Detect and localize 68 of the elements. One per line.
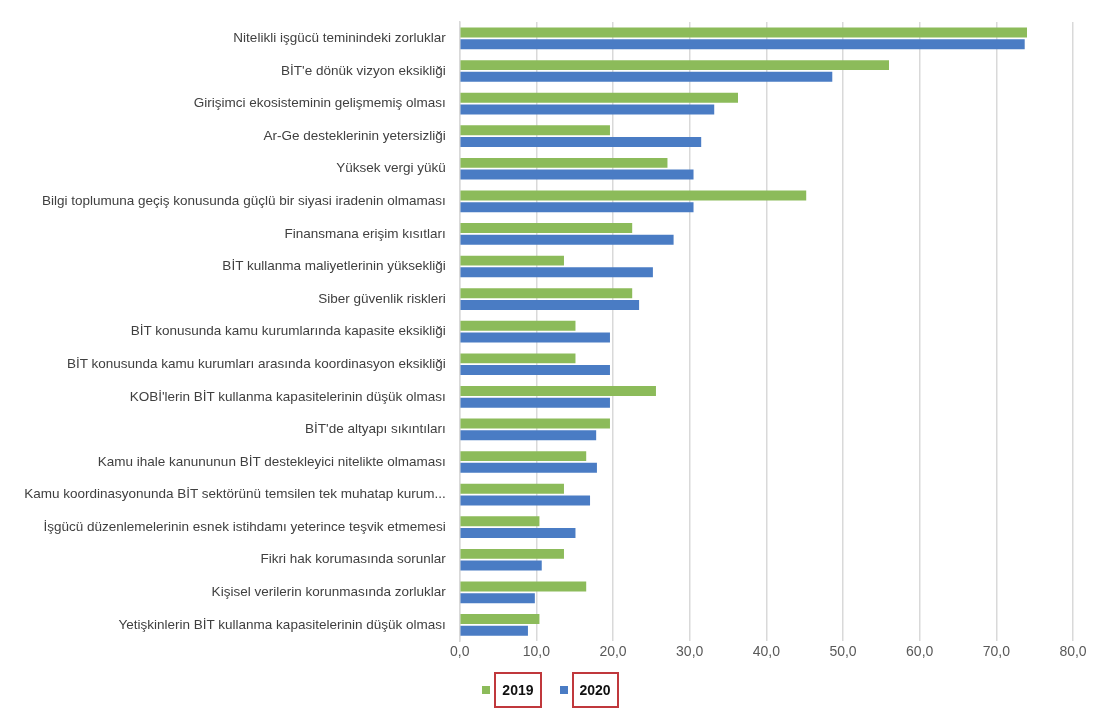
bar (460, 190, 807, 201)
x-tick-label: 30,0 (676, 643, 704, 660)
y-tick-label: Siber güvenlik riskleri (318, 290, 446, 306)
bar (460, 483, 564, 494)
y-tick-label: Yüksek vergi yükü (336, 160, 446, 176)
bar (460, 223, 633, 234)
bar (460, 593, 535, 604)
bar (460, 418, 610, 429)
y-tick-label: Bilgi toplumuna geçiş konusunda güçlü bir siyasi iradenin olmaması (42, 193, 446, 209)
x-tick-label: 80,0 (1059, 643, 1087, 660)
bar (460, 71, 833, 82)
bar (460, 202, 694, 213)
bar (460, 169, 694, 180)
bar (460, 267, 653, 278)
y-tick-label: İşgücü düzenlemelerinin esnek istihdamı yeterince teşvik etmemesi (43, 518, 446, 534)
bar (460, 581, 587, 592)
bar (460, 320, 576, 331)
bar (460, 625, 528, 636)
bar (460, 430, 597, 441)
bar (460, 385, 656, 396)
bar (460, 125, 610, 136)
legend-label: 2020 (571, 672, 619, 708)
y-tick-label: Kişisel verilerin korunmasında zorluklar (211, 584, 447, 600)
bar (460, 39, 1025, 50)
bar (460, 495, 591, 506)
y-tick-label: Kamu ihale kanununun BİT destekleyici nitelikte olmaması (97, 453, 446, 469)
y-tick-label: Girişimci ekosisteminin gelişmemiş olması (193, 95, 446, 111)
y-tick-label: BİT'e dönük vizyon eksikliği (281, 62, 446, 78)
bar (460, 299, 640, 310)
y-tick-label: Nitelikli işgücü teminindeki zorluklar (233, 30, 447, 46)
bar (460, 451, 587, 462)
bar (460, 137, 702, 147)
y-tick-label: BİT'de altyapı sıkıntıları (305, 421, 446, 437)
bar (460, 397, 610, 408)
y-tick-label: Yetişkinlerin BİT kullanma kapasitelerinin düşük olması (118, 616, 446, 632)
bar (460, 462, 597, 473)
x-tick-label: 0,0 (449, 643, 470, 660)
x-tick-label: 10,0 (522, 643, 551, 660)
bar (460, 614, 540, 625)
bar (460, 332, 610, 343)
bar (460, 516, 540, 527)
y-tick-label: BİT kullanma maliyetlerinin yüksekliği (222, 258, 446, 274)
x-tick-label: 20,0 (599, 643, 627, 660)
y-tick-label: Fikri hak korumasında sorunlar (260, 551, 447, 567)
y-tick-label: BİT konusunda kamu kurumları arasında koordinasyon eksikliği (67, 355, 446, 371)
y-tick-label: KOBİ'lerin BİT kullanma kapasitelerinin düşük olması (129, 388, 446, 404)
y-tick-label: Finansmana erişim kısıtları (284, 225, 446, 241)
x-tick-label: 40,0 (752, 643, 781, 660)
bar (460, 60, 890, 71)
bar (460, 548, 564, 559)
bar (460, 528, 576, 539)
bar (460, 365, 610, 376)
x-tick-label: 50,0 (829, 643, 857, 660)
legend-label: 2019 (494, 672, 542, 708)
bar (460, 288, 633, 299)
bar (460, 560, 542, 571)
bar (460, 234, 674, 245)
x-tick-label: 70,0 (982, 643, 1011, 660)
x-tick-label: 60,0 (906, 643, 934, 660)
y-tick-label: BİT konusunda kamu kurumlarında kapasite eksikliği (130, 323, 446, 339)
y-tick-label: Ar-Ge desteklerinin yetersizliği (263, 127, 446, 143)
bar (460, 27, 1027, 38)
bar (460, 157, 668, 168)
bar (460, 92, 738, 103)
bar (460, 104, 715, 115)
bar (460, 353, 576, 364)
y-tick-label: Kamu koordinasyonunda BİT sektörünü temsilen tek muhatap kurum... (24, 486, 446, 502)
bar (460, 255, 564, 266)
